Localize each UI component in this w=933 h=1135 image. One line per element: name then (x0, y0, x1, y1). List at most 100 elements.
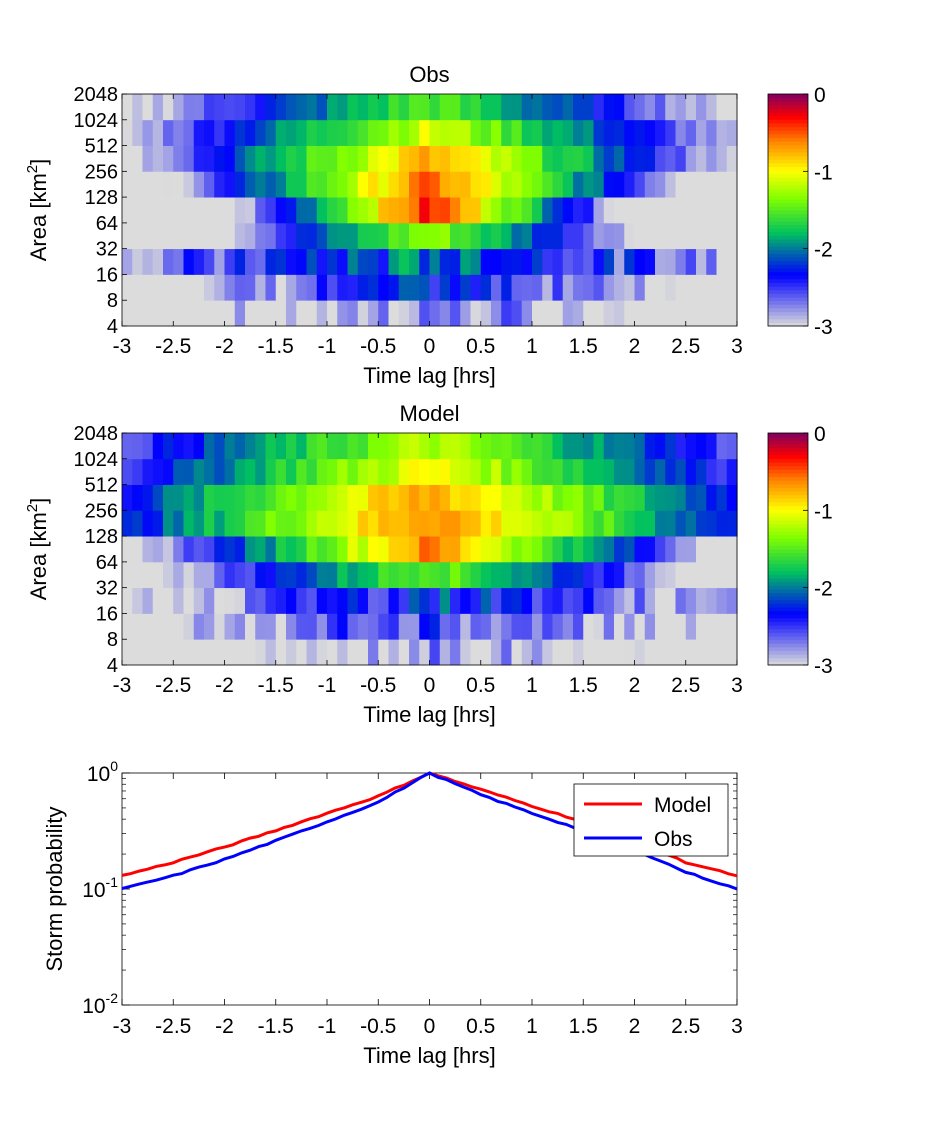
heatmap-cell (142, 587, 154, 614)
heatmap-cell (675, 639, 687, 666)
colorbar-swatch (768, 97, 808, 102)
heatmap-cell (347, 248, 359, 275)
heatmap-cell (542, 536, 554, 563)
heatmap-cell (409, 536, 420, 563)
heatmap-cell (593, 433, 605, 460)
heatmap-cell (532, 433, 543, 460)
colorbar-swatch (768, 210, 808, 215)
heatmap-cell (122, 145, 133, 172)
heatmap-cell (460, 197, 472, 224)
y-tick-label: 4 (107, 316, 118, 338)
heatmap-cell (675, 300, 687, 327)
heatmap-cell (470, 248, 482, 275)
heatmap-cell (234, 274, 246, 301)
heatmap-cell (491, 587, 502, 614)
heatmap-cell (501, 458, 513, 485)
heatmap-cell (378, 510, 390, 537)
heatmap-cell (450, 171, 461, 198)
heatmap-cell (521, 300, 533, 327)
heatmap-cell (163, 94, 174, 121)
heatmap-cell (603, 510, 615, 537)
heatmap-cell (275, 300, 287, 327)
colorbar-swatch (768, 133, 808, 139)
heatmap-cell (501, 171, 513, 198)
heatmap-cell (460, 536, 472, 563)
x-tick-label: -2.5 (155, 674, 191, 697)
colorbar-swatch (768, 119, 808, 124)
x-tick-label: 3 (731, 335, 743, 358)
heatmap-cell (316, 300, 328, 327)
colorbar-swatch (768, 112, 808, 117)
heatmap-cell (163, 484, 174, 511)
heatmap-cell (173, 561, 185, 589)
heatmap-cell (634, 561, 646, 589)
heatmap-cell (132, 561, 144, 589)
heatmap-cell (644, 458, 656, 485)
heatmap-cell (644, 613, 656, 640)
colorbar-swatch (768, 220, 808, 226)
heatmap-cell (204, 274, 215, 301)
heatmap-cell (122, 300, 133, 327)
heatmap-cell (296, 510, 308, 537)
heatmap-cell (337, 613, 349, 640)
heatmap-cell (480, 145, 492, 172)
heatmap-cell (193, 639, 205, 666)
heatmap-cell (122, 94, 133, 121)
heatmap-cell (511, 587, 523, 614)
heatmap-cell (316, 248, 328, 275)
colorbar-swatch (768, 636, 808, 641)
heatmap-cell (573, 510, 584, 537)
heatmap-cell (204, 613, 215, 640)
heatmap-cell (296, 119, 308, 146)
heatmap-cell (583, 587, 595, 614)
y-tick-label: 2048 (74, 423, 119, 445)
heatmap-cell (163, 300, 174, 327)
colorbar-swatch (768, 282, 808, 287)
heatmap-cell (337, 248, 349, 275)
x-tick-label: 0 (424, 1015, 436, 1038)
heatmap-cell (685, 197, 697, 224)
colorbar-swatch (768, 520, 808, 525)
heatmap-cell (480, 222, 492, 250)
heatmap-cell (357, 300, 369, 327)
heatmap-cell (152, 587, 164, 614)
heatmap-cell (470, 197, 482, 224)
heatmap-cell (603, 274, 615, 301)
heatmap-cell (142, 484, 154, 511)
heatmap-cell (163, 536, 174, 563)
heatmap-cell (562, 300, 574, 327)
heatmap-cell (296, 484, 308, 511)
heatmap-cell (388, 484, 400, 511)
heatmap-cell (532, 458, 543, 485)
heatmap-cell (624, 458, 636, 485)
heatmap-cell (644, 510, 656, 537)
heatmap-cell (193, 222, 205, 250)
heatmap-cell (183, 171, 195, 198)
heatmap-cell (439, 484, 451, 511)
heatmap-cell (501, 587, 513, 614)
heatmap-cell (593, 248, 605, 275)
colorbar-swatch (768, 213, 808, 218)
heatmap-cell (429, 222, 441, 250)
colorbar-swatch (768, 318, 808, 323)
heatmap-cell (296, 222, 308, 250)
heatmap-cell (521, 197, 533, 224)
heatmap-cell (593, 171, 605, 198)
heatmap-cell (675, 94, 687, 121)
heatmap-cell (183, 484, 195, 511)
heatmap-cell (429, 145, 441, 172)
heatmap-cell (152, 171, 164, 198)
heatmap-cell (439, 587, 451, 614)
heatmap-cell (296, 248, 308, 275)
heatmap-cell (675, 536, 687, 563)
colorbar-swatch (768, 494, 808, 499)
heatmap-cell (429, 510, 441, 537)
heatmap-cell (696, 433, 707, 460)
heatmap-cell (286, 94, 297, 121)
heatmap-cell (296, 639, 308, 666)
heatmap-cell (696, 613, 707, 640)
heatmap-cell (521, 222, 533, 250)
heatmap-cell (706, 536, 718, 563)
heatmap-cell (460, 171, 472, 198)
heatmap-cell (142, 639, 154, 666)
